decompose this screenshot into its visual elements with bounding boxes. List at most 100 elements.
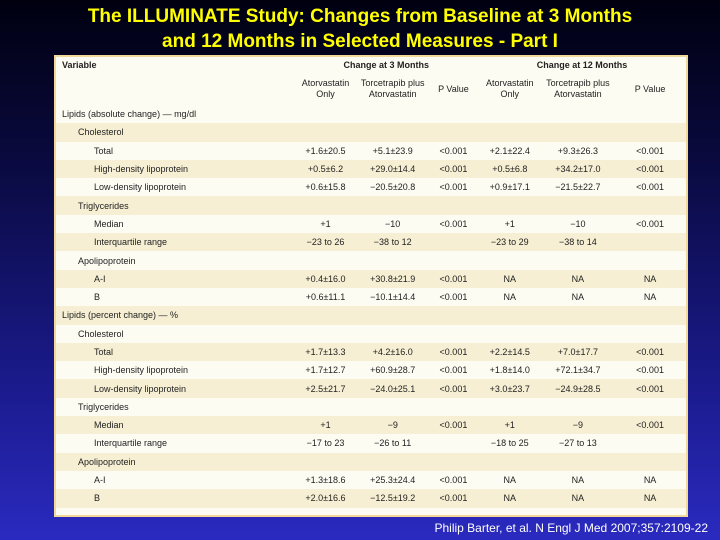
table-cell <box>356 196 428 214</box>
header-change-3-months: Change at 3 Months <box>343 60 429 70</box>
table-cell: +1.8±14.0 <box>489 365 530 376</box>
table-cell: <0.001 <box>439 383 468 394</box>
table-cell <box>429 306 478 324</box>
table-cell: <0.001 <box>636 383 664 394</box>
table-cell: +30.8±21.9 <box>370 273 416 284</box>
table-cell <box>294 196 356 214</box>
table-cell: +1 <box>320 218 331 229</box>
table-cell <box>429 123 478 141</box>
table-row: High-density lipoprotein +1.7±12.7 +60.9±2… <box>56 361 686 379</box>
table-cell: <0.001 <box>636 365 664 376</box>
row-label: A-I <box>94 273 106 284</box>
table-cell: −12.5±19.2 <box>370 493 416 504</box>
row-label: B <box>94 493 101 504</box>
table-cell: <0.001 <box>636 145 664 156</box>
table-cell: +7.0±17.7 <box>557 347 599 357</box>
table-cell: +1.7±13.3 <box>305 347 346 357</box>
table-cell: +1.6±20.5 <box>305 145 346 156</box>
table-cell: <0.001 <box>636 218 664 229</box>
table-cell: <0.001 <box>439 164 468 175</box>
table-cell: +2.5±21.7 <box>305 383 346 394</box>
table-cell: <0.001 <box>439 182 468 193</box>
table-cell <box>478 398 542 416</box>
row-label: Low-density lipoprotein <box>94 383 187 394</box>
table-cell: +0.5±6.2 <box>307 164 344 175</box>
row-label: A-I <box>94 475 106 486</box>
table-cell <box>614 325 686 343</box>
table-cell <box>356 325 428 343</box>
table-cell <box>542 196 614 214</box>
table-cell: NA <box>643 273 657 284</box>
table-cell: −23 to 29 <box>490 237 529 248</box>
citation: Philip Barter, et al. N Engl J Med 2007;… <box>434 521 708 535</box>
table-cell: NA <box>503 493 517 504</box>
table-cell: +0.6±11.1 <box>305 292 346 303</box>
table-cell <box>429 105 478 123</box>
table-cell <box>429 233 478 251</box>
subheader-atorvastatin-12m: Atorvastatin Only <box>486 78 534 99</box>
table-cell: −10.1±14.4 <box>370 292 416 303</box>
table-cell: −38 to 14 <box>559 237 597 248</box>
table-cell: −20.5±20.8 <box>370 182 416 193</box>
table-cell: +72.1±34.7 <box>555 365 601 376</box>
table-cell: −18 to 25 <box>490 438 529 449</box>
table-body: Lipids (absolute change) — mg/dl Choleste… <box>56 105 686 508</box>
table-cell <box>478 196 542 214</box>
table-cell: −27 to 13 <box>559 438 597 449</box>
table-cell <box>542 123 614 141</box>
table-row: Triglycerides <box>56 196 686 215</box>
table-subheader-row: Atorvastatin Only Torcetrapib plus Atorv… <box>56 73 686 105</box>
table-cell: <0.001 <box>439 347 468 357</box>
table-cell: NA <box>571 273 585 284</box>
table-cell <box>478 325 542 343</box>
table-cell <box>614 398 686 416</box>
subheader-pvalue-3m: P Value <box>438 83 469 94</box>
table-cell: +60.9±28.7 <box>370 365 416 376</box>
table-cell: −38 to 12 <box>373 237 412 248</box>
table-cell <box>356 251 428 269</box>
table-cell: −10 <box>385 218 401 229</box>
row-label: Interquartile range <box>94 237 168 248</box>
subheader-pvalue-12m: P Value <box>634 83 666 94</box>
slide-title: The ILLUMINATE Study: Changes from Basel… <box>0 4 720 54</box>
header-change-12-months: Change at 12 Months <box>536 60 628 70</box>
table-cell: <0.001 <box>439 475 468 486</box>
table-cell <box>478 123 542 141</box>
table-row: Cholesterol <box>56 325 686 343</box>
table-cell: NA <box>571 292 585 303</box>
table-cell: <0.001 <box>439 292 468 303</box>
table-cell: <0.001 <box>439 218 468 229</box>
table-cell: NA <box>503 273 517 284</box>
table-cell: <0.001 <box>439 145 468 156</box>
table-row: B +2.0±16.6 −12.5±19.2 <0.001 NA NA NA <box>56 489 686 508</box>
table-cell: −26 to 11 <box>374 438 412 449</box>
table-cell: −9 <box>572 420 584 431</box>
table-cell <box>294 398 356 416</box>
table-row: Median +1 −10 <0.001 +1 −10 <0.001 <box>56 215 686 233</box>
table-row: Apolipoprotein <box>56 251 686 269</box>
row-label: Triglycerides <box>78 401 129 412</box>
results-table-panel: Variable Change at 3 Months Change at 12… <box>54 55 688 517</box>
table-row: A-I +1.3±18.6 +25.3±24.4 <0.001 NA NA NA <box>56 471 686 489</box>
table-cell: <0.001 <box>439 365 468 376</box>
table-row: Total +1.7±13.3 +4.2±16.0 <0.001 +2.2±14.5 +7… <box>56 342 686 362</box>
table-row: Median +1 −9 <0.001 +1 −9 <0.001 <box>56 416 686 435</box>
row-label: Total <box>94 145 114 156</box>
table-cell: −24.0±25.1 <box>370 383 416 394</box>
table-cell <box>356 123 428 141</box>
table-cell: +0.4±16.0 <box>305 273 346 284</box>
table-cell <box>294 453 356 471</box>
table-row: A-I +0.4±16.0 +30.8±21.9 <0.001 NA NA NA <box>56 269 686 288</box>
table-cell <box>614 434 686 452</box>
subheader-torcetrapib-12m: Torcetrapib plus Atorvastatin <box>546 78 610 99</box>
table-cell: +0.6±15.8 <box>305 182 346 193</box>
table-cell <box>294 325 356 343</box>
table-cell: +34.2±17.0 <box>555 164 601 175</box>
table-row: Interquartile range −23 to 26 −38 to 12 −23… <box>56 233 686 252</box>
table-row: Lipids (percent change) — % <box>56 306 686 325</box>
table-cell: <0.001 <box>636 164 664 175</box>
row-label: Total <box>94 347 114 357</box>
table-cell <box>429 453 478 471</box>
table-cell <box>478 306 542 324</box>
row-label: High-density lipoprotein <box>94 164 189 175</box>
